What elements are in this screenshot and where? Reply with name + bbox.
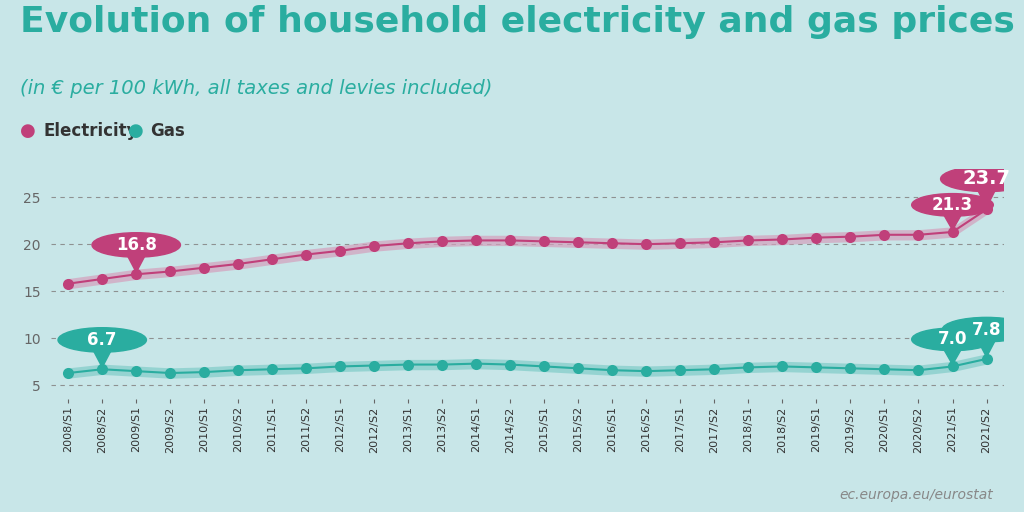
Circle shape — [911, 328, 993, 351]
Text: ●: ● — [20, 121, 36, 140]
Polygon shape — [944, 350, 961, 365]
Polygon shape — [128, 256, 144, 272]
Text: ●: ● — [128, 121, 143, 140]
Polygon shape — [944, 215, 961, 230]
Text: 6.7: 6.7 — [87, 331, 117, 349]
Text: 7.8: 7.8 — [972, 321, 1001, 338]
Circle shape — [58, 328, 146, 352]
Circle shape — [941, 166, 1024, 191]
Circle shape — [911, 194, 993, 216]
Text: 7.0: 7.0 — [938, 330, 968, 348]
Text: 16.8: 16.8 — [116, 236, 157, 254]
Polygon shape — [94, 351, 111, 368]
Text: Gas: Gas — [151, 121, 185, 140]
Text: Electricity: Electricity — [43, 121, 137, 140]
Circle shape — [92, 233, 180, 257]
Text: (in € per 100 kWh, all taxes and levies included): (in € per 100 kWh, all taxes and levies … — [20, 79, 493, 98]
Text: Evolution of household electricity and gas prices in the EU: Evolution of household electricity and g… — [20, 5, 1024, 39]
Text: 21.3: 21.3 — [932, 196, 973, 214]
Circle shape — [942, 317, 1024, 342]
Polygon shape — [978, 341, 995, 357]
Text: ec.europa.eu/eurostat: ec.europa.eu/eurostat — [840, 488, 993, 502]
Text: 23.7: 23.7 — [963, 169, 1011, 188]
Polygon shape — [978, 190, 995, 207]
